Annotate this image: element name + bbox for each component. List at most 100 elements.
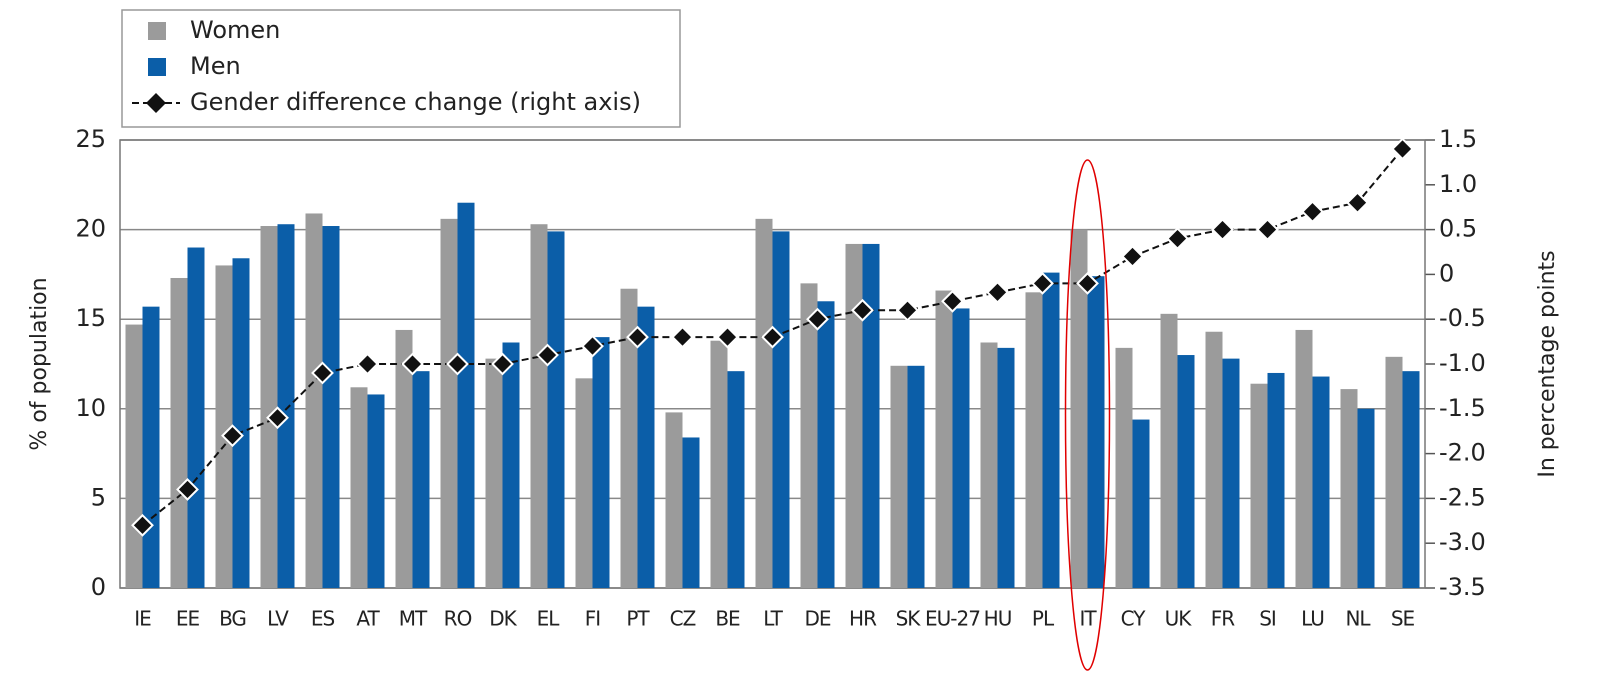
bar: [1160, 313, 1178, 588]
y2-tick-label: -2.5: [1439, 483, 1486, 511]
y2-tick-label: -3.5: [1439, 573, 1486, 601]
diamond-marker: [896, 298, 919, 322]
legend-box: [121, 9, 681, 128]
bar: [395, 329, 413, 588]
bar: [170, 277, 188, 588]
bar: [1357, 408, 1375, 588]
y2-tick-label: 1.5: [1439, 125, 1477, 153]
legend-diamond: [146, 93, 166, 113]
bar: [1025, 292, 1043, 588]
bar: [1340, 389, 1358, 588]
diamond-marker: [716, 325, 739, 349]
y2-tick-label: 0.5: [1439, 215, 1477, 243]
y2-tick-label: -0.5: [1439, 304, 1486, 332]
bar: [1312, 376, 1330, 588]
legend-swatch: [148, 22, 166, 40]
diamond-marker: [1166, 227, 1189, 250]
x-tick-label: ES: [311, 607, 335, 631]
diamond-marker: [1121, 245, 1144, 268]
bar: [817, 301, 835, 588]
legend-swatch: [148, 58, 166, 76]
bar: [1070, 229, 1088, 588]
x-tick-label: LU: [1301, 607, 1324, 631]
diamond-marker: [221, 424, 244, 448]
legend-label: Gender difference change (right axis): [190, 88, 641, 116]
y2-tick-label: -1.5: [1439, 394, 1486, 422]
x-tick-label: IT: [1079, 607, 1097, 631]
bar: [457, 202, 475, 588]
diamond-marker: [266, 406, 289, 430]
x-tick-label: AT: [356, 607, 380, 631]
y2-tick-label: -1.0: [1439, 349, 1486, 377]
x-tick-label: MT: [399, 607, 428, 631]
y-tick-label: 15: [75, 304, 106, 332]
y2-axis-label: In percentage points: [1535, 250, 1560, 477]
diamond-marker: [986, 280, 1009, 304]
diamond-marker: [1031, 271, 1054, 295]
legend-label: Women: [190, 16, 280, 44]
bar: [800, 283, 818, 588]
diamond-marker: [1346, 191, 1369, 215]
diamond-marker: [806, 307, 829, 331]
y-tick-label: 0: [91, 573, 106, 601]
x-tick-label: SE: [1391, 607, 1415, 631]
y2-tick-label: 0: [1439, 259, 1454, 287]
bar: [575, 378, 593, 588]
bar: [710, 340, 728, 588]
y2-tick-label: 1.0: [1439, 170, 1477, 198]
diamond-marker: [626, 325, 649, 349]
x-tick-label: EU-27: [925, 607, 980, 631]
bar: [1222, 358, 1240, 588]
bar: [440, 218, 458, 588]
bar: [485, 358, 503, 588]
x-tick-label: SI: [1259, 607, 1276, 631]
y-tick-label: 20: [75, 215, 106, 243]
bar: [845, 243, 863, 588]
bar: [1267, 372, 1285, 588]
bar: [187, 247, 205, 588]
bar: [125, 324, 143, 588]
diamond-marker: [941, 289, 964, 313]
x-tick-label: RO: [444, 607, 472, 631]
diamond-marker: [446, 352, 469, 376]
bar: [682, 437, 700, 588]
x-tick-label: PL: [1032, 607, 1055, 631]
x-tick-label: LT: [763, 607, 783, 631]
bar: [1385, 356, 1403, 588]
bar: [637, 306, 655, 588]
bar: [1250, 383, 1268, 588]
bar: [935, 290, 953, 588]
bar: [367, 394, 385, 588]
diamond-marker: [851, 298, 874, 322]
bar: [305, 213, 323, 589]
x-tick-label: EL: [537, 607, 561, 631]
bar: [1295, 329, 1313, 588]
bar: [772, 231, 790, 588]
bar: [215, 265, 233, 588]
x-tick-label: HR: [849, 607, 877, 631]
y-axis-label: % of population: [27, 277, 52, 450]
bar: [952, 308, 970, 588]
x-tick-label: DK: [489, 607, 517, 631]
bar: [502, 342, 520, 588]
bar: [1177, 355, 1195, 588]
bar: [755, 218, 773, 588]
diamond-marker: [491, 352, 514, 376]
bar: [530, 224, 548, 588]
bar: [1402, 371, 1420, 588]
x-tick-label: FR: [1211, 607, 1236, 631]
diamond-marker: [1076, 271, 1099, 295]
x-tick-label: LV: [267, 607, 289, 631]
bar: [665, 412, 683, 588]
x-tick-label: CY: [1121, 607, 1147, 631]
diamond-marker: [176, 478, 199, 501]
bar: [592, 337, 610, 588]
diamond-marker: [311, 361, 334, 385]
y2-tick-label: -2.0: [1439, 439, 1486, 467]
x-tick-label: SK: [896, 607, 922, 631]
legend-label: Men: [190, 52, 241, 80]
bar: [980, 342, 998, 588]
bar: [890, 365, 908, 588]
bar: [862, 243, 880, 588]
